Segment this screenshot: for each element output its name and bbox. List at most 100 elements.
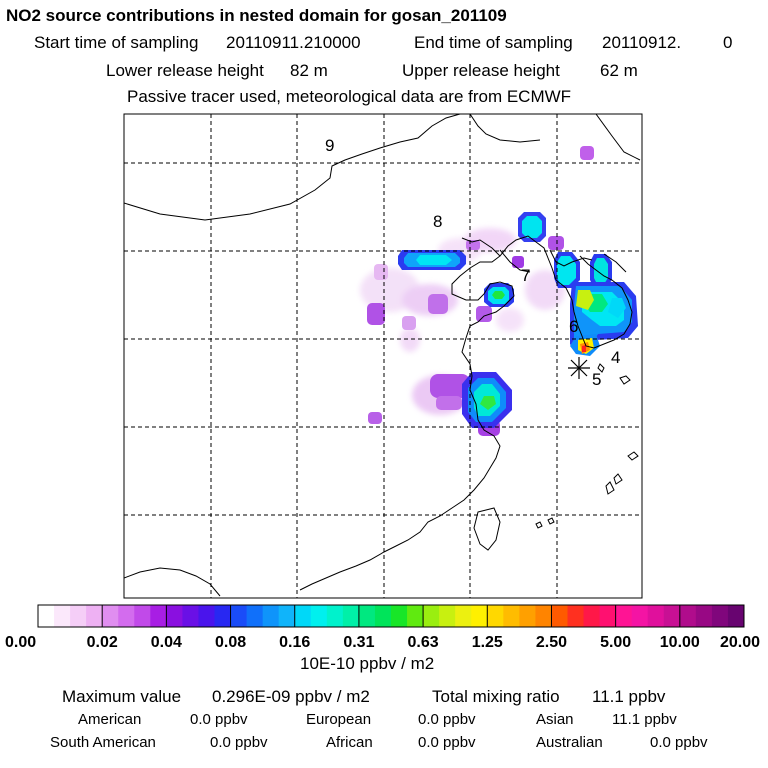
colorbar-tick-label: 0.04 (151, 634, 182, 651)
colorbar-cell (102, 605, 119, 627)
plume-shanghai (462, 372, 512, 428)
colorbar-tick-label: 10.00 (660, 634, 700, 651)
colorbar-cell (150, 605, 167, 627)
colorbar-cell (439, 605, 456, 627)
max-value: 0.296E-09 ppbv / m2 (212, 687, 370, 706)
start-time-value: 20110911.210000 (226, 33, 361, 52)
colorbar-cell (567, 605, 585, 627)
colorbar-cell (391, 605, 408, 627)
contrib-american-value: 0.0 ppbv (190, 711, 248, 728)
colorbar-tick-label: 1.25 (472, 634, 503, 651)
upper-height-value: 62 m (600, 61, 638, 80)
contrib-south-american-value: 0.0 ppbv (210, 734, 268, 751)
colorbar-cell (358, 605, 376, 627)
colorbar-cell (294, 605, 312, 627)
lower-height-value: 82 m (290, 61, 328, 80)
contrib-european-label: European (306, 711, 372, 728)
contrib-australian-label: Australian (536, 734, 603, 751)
colorbar-cell (711, 605, 729, 627)
end-time-value: 20110912. (602, 33, 682, 52)
colorbar-cell (246, 605, 264, 627)
plume-korea (554, 252, 638, 356)
chart-title: NO2 source contributions in nested domai… (6, 6, 507, 25)
end-time-extra: 0 (723, 33, 733, 52)
plume-liaoning (518, 212, 546, 242)
colorbar-cell (38, 605, 55, 627)
max-value-label: Maximum value (62, 687, 182, 706)
contrib-south-american-label: South American (50, 734, 156, 751)
colorbar-cell (407, 605, 424, 627)
colorbar-cell (503, 605, 520, 627)
colorbar-tick-label: 0.08 (215, 634, 246, 651)
colorbar-cell (535, 605, 552, 627)
colorbar: 0.00 0.02 0.04 0.08 0.16 0.31 0.63 1.25 2.50 5.00… (5, 604, 760, 651)
contrib-european-value: 0.0 ppbv (418, 711, 476, 728)
colorbar-cell (647, 605, 665, 627)
colorbar-units: 10E-10 ppbv / m2 (300, 654, 435, 673)
colorbar-cell (326, 605, 344, 627)
lower-height-label: Lower release height (106, 61, 264, 80)
end-time-label: End time of sampling (414, 33, 573, 52)
colorbar-cell (278, 605, 296, 627)
day-marker-label: 7 (521, 266, 530, 285)
colorbar-tick-label: 0.02 (87, 634, 118, 651)
day-marker-label: 9 (325, 136, 334, 155)
colorbar-cell (198, 605, 215, 627)
colorbar-cell (230, 605, 248, 627)
map-grid (124, 114, 642, 598)
colorbar-tick-label: 2.50 (536, 634, 567, 651)
colorbar-cell (118, 605, 135, 627)
colorbar-cell (262, 605, 280, 627)
colorbar-cell (551, 605, 568, 627)
colorbar-cell (423, 605, 440, 627)
colorbar-tick-label: 0.31 (343, 634, 374, 651)
contrib-african-label: African (326, 734, 373, 751)
colorbar-cell (54, 605, 71, 627)
colorbar-cell (615, 605, 633, 627)
colorbar-tick-label: 20.00 (720, 634, 760, 651)
plume-shandong (484, 283, 514, 307)
colorbar-cell (455, 605, 472, 627)
colorbar-cell (695, 605, 713, 627)
receptor-marker (568, 357, 590, 379)
contrib-asian-label: Asian (536, 711, 574, 728)
map-frame (123, 113, 643, 599)
colorbar-cell (487, 605, 504, 627)
colorbar-cell (519, 605, 536, 627)
contrib-african-value: 0.0 ppbv (418, 734, 476, 751)
day-marker-label: 5 (592, 370, 601, 389)
colorbar-cell (214, 605, 232, 627)
total-mixing-value: 11.1 ppbv (592, 687, 666, 706)
contrib-asian-value: 11.1 ppbv (612, 711, 677, 728)
colorbar-cell (663, 605, 681, 627)
concentration-map: 4 5 6 7 8 9 (123, 113, 643, 599)
start-time-label: Start time of sampling (34, 33, 199, 52)
day-marker-label: 4 (611, 348, 620, 367)
colorbar-cell (86, 605, 103, 627)
colorbar-cell (583, 605, 601, 627)
total-mixing-label: Total mixing ratio (432, 687, 560, 706)
colorbar-tick-label: 0.00 (5, 634, 36, 651)
plume-beijing (398, 250, 466, 270)
colorbar-cell (166, 605, 183, 627)
colorbar-cell (679, 605, 697, 627)
colorbar-tick-label: 5.00 (600, 634, 631, 651)
colorbar-tick-label: 0.16 (279, 634, 310, 651)
colorbar-cell (70, 605, 87, 627)
contrib-australian-value: 0.0 ppbv (650, 734, 708, 751)
colorbar-cell (374, 605, 392, 627)
colorbar-cell (134, 605, 151, 627)
colorbar-cell (471, 605, 488, 627)
colorbar-cell (599, 605, 617, 627)
upper-height-label: Upper release height (402, 61, 560, 80)
colorbar-cell (182, 605, 199, 627)
day-marker-label: 6 (569, 317, 578, 336)
colorbar-cell (342, 605, 360, 627)
colorbar-cell (631, 605, 649, 627)
tracer-note: Passive tracer used, meteorological data… (127, 87, 572, 106)
colorbar-cell (310, 605, 328, 627)
contrib-american-label: American (78, 711, 142, 728)
day-markers: 4 5 6 7 8 9 (325, 136, 620, 389)
coastlines (124, 114, 641, 597)
day-marker-label: 8 (433, 212, 442, 231)
